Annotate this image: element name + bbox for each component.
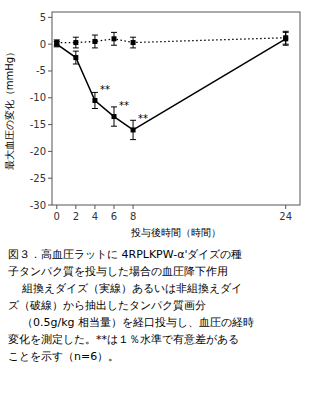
error-bar-cap	[92, 92, 98, 93]
error-bar-cap	[283, 31, 289, 32]
y-tick	[48, 17, 52, 18]
caption-line: 図３．高血圧ラットに 4RPLKPW-α'ダイズの種	[8, 248, 242, 261]
point	[54, 40, 59, 45]
annotation: **	[100, 84, 110, 95]
error-bar-cap	[130, 37, 136, 38]
caption-line: ズ（破線）から抽出したタンパク質画分	[8, 299, 206, 312]
series-line	[57, 38, 286, 43]
error-bar-cap	[92, 35, 98, 36]
point	[92, 98, 97, 103]
error-bar-cap	[73, 47, 79, 48]
error-bar-cap	[111, 126, 117, 127]
error-bar-cap	[73, 37, 79, 38]
caption-line: 変化を測定した。**は１％水準で有意差がある	[8, 333, 239, 346]
x-tick	[75, 205, 76, 209]
x-tick-label: 4	[92, 211, 98, 222]
x-tick-label: 6	[111, 211, 117, 222]
error-bar	[111, 32, 117, 45]
plot-area	[54, 31, 289, 139]
point	[73, 40, 78, 45]
y-tick-label: -10	[30, 92, 46, 103]
chart: 50-5-10-15-20-25-300246824投与後時間（時間）最大血圧の…	[0, 0, 309, 409]
y-tick-label: 5	[40, 12, 46, 23]
y-axis-label: 最大血圧の変化（mmHg）	[4, 47, 15, 170]
y-tick-label: -15	[30, 119, 46, 130]
error-bar	[283, 31, 289, 44]
error-bar	[73, 51, 79, 64]
error-bar	[92, 92, 98, 108]
caption-line: 組換えダイズ（実線）あるいは非組換えダイ	[8, 282, 242, 295]
y-tick	[48, 151, 52, 152]
error-bar	[130, 37, 136, 48]
point	[112, 114, 117, 119]
y-tick	[48, 97, 52, 98]
annotation: **	[119, 100, 129, 111]
point	[112, 36, 117, 41]
y-tick-label: -5	[36, 65, 46, 76]
point	[131, 40, 136, 45]
annotation: **	[138, 113, 148, 124]
error-bar	[92, 35, 98, 48]
y-tick-label: -30	[30, 200, 46, 211]
error-bar-cap	[130, 139, 136, 140]
x-tick-label: 8	[130, 211, 136, 222]
x-tick	[133, 205, 134, 209]
y-tick-label: -20	[30, 146, 46, 157]
error-bar-cap	[92, 47, 98, 48]
error-bar-cap	[111, 106, 117, 107]
y-tick-label: -25	[30, 173, 46, 184]
point	[131, 127, 136, 132]
error-bar-cap	[130, 120, 136, 121]
y-tick	[48, 205, 52, 206]
series-line	[57, 39, 286, 130]
error-bar-cap	[111, 45, 117, 46]
error-bar-cap	[130, 47, 136, 48]
point	[283, 35, 288, 40]
error-bar-cap	[92, 108, 98, 109]
x-tick	[114, 205, 115, 209]
x-tick-label: 24	[279, 211, 292, 222]
caption-line: 子タンパク質を投与した場合の血圧降下作用	[8, 265, 228, 278]
x-tick	[285, 205, 286, 209]
point	[73, 55, 78, 60]
error-bar-cap	[73, 51, 79, 52]
caption: 図３．高血圧ラットに 4RPLKPW-α'ダイズの種子タンパク質を投与した場合の…	[8, 248, 254, 363]
error-bar	[73, 37, 79, 48]
x-axis-label: 投与後時間（時間）	[130, 227, 221, 238]
error-bar	[130, 120, 136, 139]
error-bar-cap	[73, 64, 79, 65]
x-tick-label: 2	[73, 211, 79, 222]
error-bar-cap	[283, 45, 289, 46]
point	[92, 39, 97, 44]
y-tick	[48, 124, 52, 125]
error-bar-cap	[111, 32, 117, 33]
error-bar-cap	[283, 44, 289, 45]
caption-line: （0.5g/kg 相当量）を経口投与し、血圧の経時	[8, 316, 254, 329]
y-tick	[48, 178, 52, 179]
plot-frame	[52, 12, 300, 205]
caption-line: ことを示す（n=6）。	[8, 350, 119, 363]
y-tick-label: 0	[40, 39, 46, 50]
error-bar	[111, 107, 117, 126]
x-tick-label: 0	[54, 211, 60, 222]
y-tick	[48, 44, 52, 45]
x-tick	[94, 205, 95, 209]
x-tick	[56, 205, 57, 209]
error-bar	[54, 40, 60, 45]
y-tick	[48, 70, 52, 71]
